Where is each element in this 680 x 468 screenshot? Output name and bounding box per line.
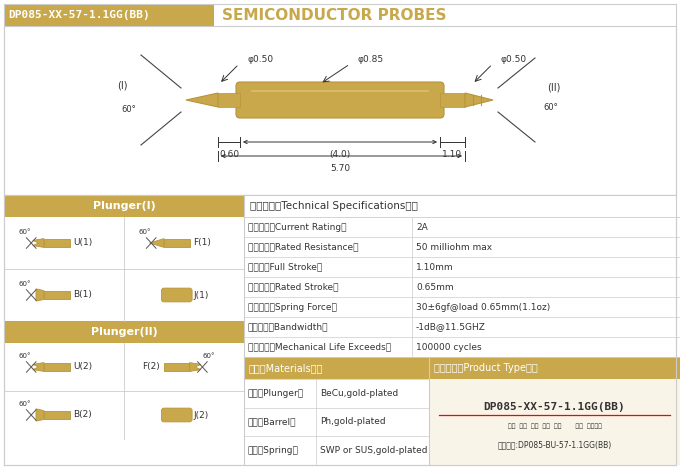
FancyBboxPatch shape [161, 408, 192, 422]
Text: -1dB@11.5GHZ: -1dB@11.5GHZ [416, 322, 486, 331]
Bar [4, 321, 244, 343]
Text: U(2): U(2) [73, 363, 92, 372]
Text: 材质（Materials）：: 材质（Materials）： [249, 363, 324, 373]
Bar [440, 93, 465, 107]
Text: φ0.50: φ0.50 [500, 56, 526, 65]
Text: B(1): B(1) [73, 291, 92, 300]
Text: 技术要求（Technical Specifications）：: 技术要求（Technical Specifications）： [250, 201, 418, 211]
Polygon shape [190, 363, 201, 372]
Text: 测试寿命（Mechanical Life Exceeds）: 测试寿命（Mechanical Life Exceeds） [248, 343, 391, 351]
Text: Plunger(II): Plunger(II) [90, 327, 157, 337]
Bar [4, 195, 244, 217]
Text: 频率带宽（Bandwidth）: 频率带宽（Bandwidth） [248, 322, 328, 331]
Polygon shape [150, 239, 164, 248]
Text: 60°: 60° [121, 105, 136, 115]
Text: 弹簧（Spring）: 弹簧（Spring） [248, 446, 299, 455]
Text: 2A: 2A [416, 222, 428, 232]
Text: J(2): J(2) [194, 410, 209, 419]
Bar [44, 363, 69, 372]
Text: 60°: 60° [203, 353, 215, 359]
Bar [4, 4, 214, 26]
Text: SEMICONDUCTOR PROBES: SEMICONDUCTOR PROBES [222, 7, 447, 22]
Text: J(1): J(1) [194, 291, 209, 300]
Text: 成品型号（Product Type）：: 成品型号（Product Type）： [434, 363, 538, 373]
Text: DP085-XX-57-1.1GG(BB): DP085-XX-57-1.1GG(BB) [483, 402, 626, 411]
Bar [44, 410, 69, 419]
Text: 满行程（Full Stroke）: 满行程（Full Stroke） [248, 263, 322, 271]
Bar [429, 357, 680, 379]
Polygon shape [186, 93, 218, 107]
Polygon shape [36, 409, 44, 421]
Text: φ0.85: φ0.85 [358, 56, 384, 65]
Text: φ0.50: φ0.50 [247, 56, 273, 65]
Text: 额定电流（Current Rating）: 额定电流（Current Rating） [248, 222, 347, 232]
FancyBboxPatch shape [236, 82, 444, 118]
Text: 60°: 60° [18, 353, 31, 359]
Text: 订购举例:DP085-BU-57-1.1GG(BB): 订购举例:DP085-BU-57-1.1GG(BB) [497, 440, 611, 449]
Text: 0.65mm: 0.65mm [416, 283, 454, 292]
Bar [429, 379, 680, 465]
Text: 针头（Plunger）: 针头（Plunger） [248, 389, 304, 398]
Text: (I): (I) [118, 80, 128, 90]
Polygon shape [465, 93, 493, 107]
Text: DP085-XX-57-1.1GG(BB): DP085-XX-57-1.1GG(BB) [8, 10, 150, 20]
Text: 额定电阔（Rated Resistance）: 额定电阔（Rated Resistance） [248, 242, 358, 251]
Bar [244, 195, 680, 217]
Text: 60°: 60° [18, 281, 31, 287]
FancyBboxPatch shape [161, 288, 192, 302]
Text: B(2): B(2) [73, 410, 92, 419]
Polygon shape [33, 363, 44, 372]
Text: 60°: 60° [543, 103, 558, 112]
Text: 额定弹力（Spring Force）: 额定弹力（Spring Force） [248, 302, 337, 312]
Text: Plunger(I): Plunger(I) [92, 201, 155, 211]
Bar [4, 26, 676, 195]
Text: F(2): F(2) [142, 363, 160, 372]
Text: 额定行程（Rated Stroke）: 额定行程（Rated Stroke） [248, 283, 339, 292]
Text: 5.70: 5.70 [330, 164, 350, 173]
Text: 0.60: 0.60 [219, 150, 239, 159]
Text: (II): (II) [547, 83, 560, 93]
Text: 50 milliohm max: 50 milliohm max [416, 242, 492, 251]
Bar [218, 93, 240, 107]
Text: 1.10mm: 1.10mm [416, 263, 454, 271]
Polygon shape [36, 289, 44, 301]
Text: U(1): U(1) [73, 239, 93, 248]
Text: SWP or SUS,gold-plated: SWP or SUS,gold-plated [320, 446, 428, 455]
Bar [164, 239, 190, 248]
Text: 60°: 60° [18, 229, 31, 235]
Text: 60°: 60° [139, 229, 151, 235]
Bar [244, 357, 429, 379]
Text: 针管（Barrel）: 针管（Barrel） [248, 417, 296, 426]
Bar [44, 239, 69, 248]
Text: 30±6gf@load 0.65mm(1.1oz): 30±6gf@load 0.65mm(1.1oz) [416, 302, 550, 312]
Bar [4, 195, 676, 465]
Text: 60°: 60° [18, 401, 31, 407]
Text: BeCu,gold-plated: BeCu,gold-plated [320, 389, 398, 398]
Bar [44, 291, 69, 300]
Polygon shape [33, 239, 44, 248]
Text: 系列  规格  头型  总长  弹力       镀金  针头材质: 系列 规格 头型 总长 弹力 镀金 针头材质 [507, 424, 602, 429]
Text: 100000 cycles: 100000 cycles [416, 343, 481, 351]
Bar [164, 363, 190, 372]
Text: Ph,gold-plated: Ph,gold-plated [320, 417, 386, 426]
Text: F(1): F(1) [194, 239, 211, 248]
Text: 1.10: 1.10 [443, 150, 462, 159]
Text: (4.0): (4.0) [329, 150, 351, 159]
